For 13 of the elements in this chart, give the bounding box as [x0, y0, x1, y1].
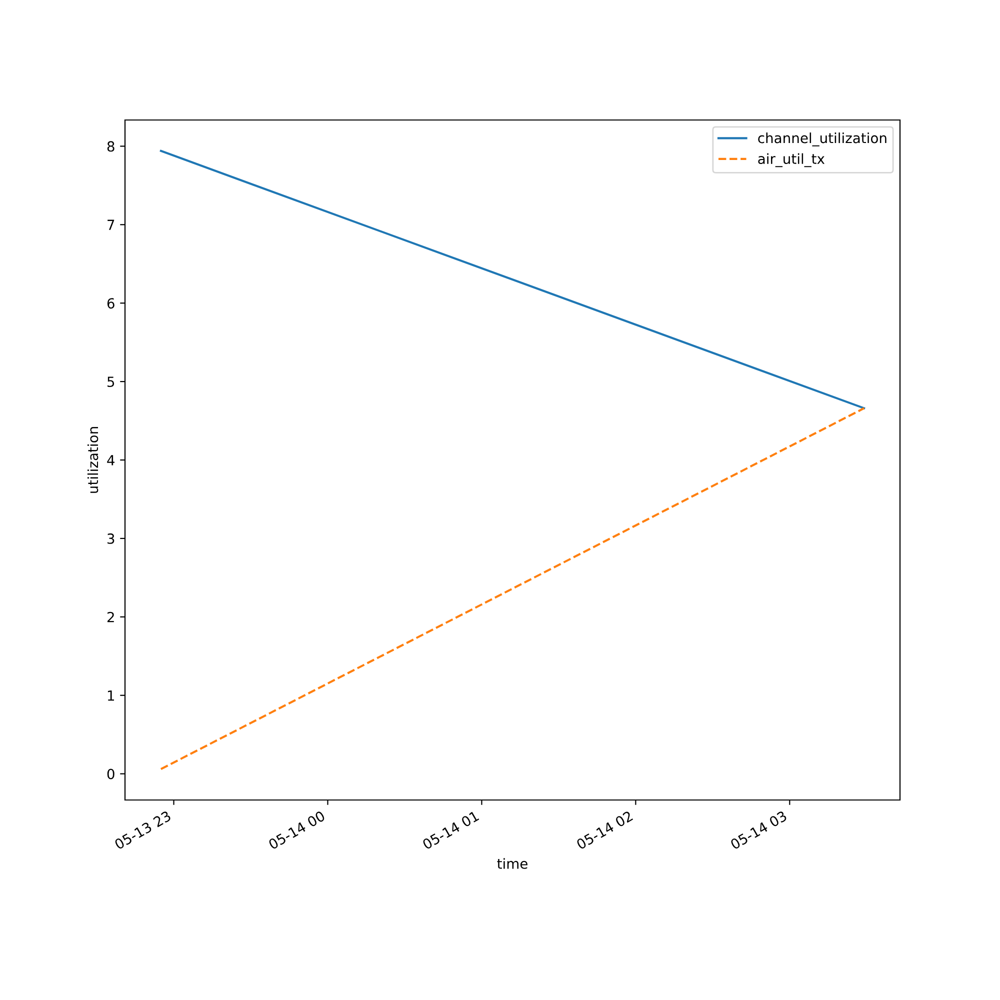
y-tick-label: 3 — [108, 533, 114, 544]
y-tick-label: 6 — [107, 298, 114, 309]
x-axis-title: time — [497, 858, 528, 869]
y-axis-title: utilization — [87, 427, 98, 493]
y-tick-label: 0 — [107, 768, 114, 780]
legend-label: channel_utilization — [758, 132, 886, 146]
y-tick-label: 1 — [108, 690, 114, 701]
y-tick-label: 7 — [108, 220, 114, 230]
legend-label: air_util_tx — [758, 153, 825, 168]
y-tick-label: 8 — [107, 141, 114, 152]
y-tick-label: 5 — [108, 376, 114, 388]
y-tick-label: 4 — [107, 455, 114, 466]
y-tick-label: 2 — [107, 612, 114, 622]
